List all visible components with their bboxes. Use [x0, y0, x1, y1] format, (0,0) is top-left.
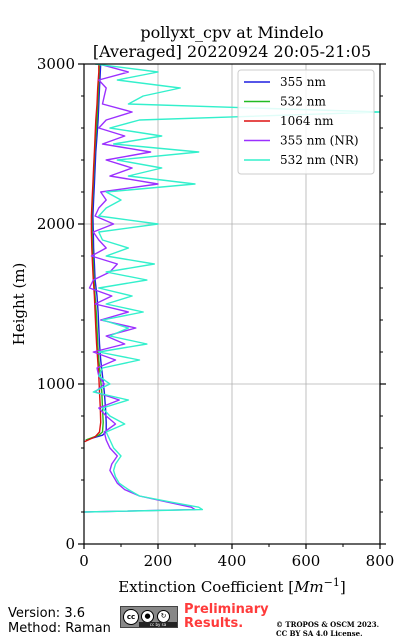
x-tick-label: 200 [144, 552, 173, 570]
y-tick-label: 2000 [37, 215, 75, 233]
axis-ticks [78, 63, 386, 549]
copyright-line1: © TROPOS & OSCM 2023. [276, 620, 380, 629]
series-line [84, 64, 196, 513]
legend-label: 1064 nm [280, 114, 334, 128]
series-line [84, 64, 102, 443]
y-tick-label: 1000 [37, 375, 75, 393]
axis-tick-labels: 0 200 400 600 800 0 1000 2000 3000 [37, 55, 395, 570]
x-axis-label: Extinction Coefficient [Mm−1] [118, 576, 345, 596]
chart-title: pollyxt_cpv at Mindelo [140, 23, 323, 42]
preliminary-line1: Preliminary [184, 602, 269, 617]
plot-series-group [84, 64, 380, 513]
copyright-line2: CC BY SA 4.0 License. [276, 629, 363, 638]
series-line [84, 64, 380, 513]
y-axis-label: Height (m) [10, 263, 28, 346]
copyright-notice: © TROPOS & OSCM 2023. CC BY SA 4.0 Licen… [276, 620, 379, 638]
y-tick-label: 0 [65, 535, 75, 553]
chart-subtitle: [Averaged] 20220924 20:05-21:05 [93, 42, 371, 61]
x-tick-label: 0 [79, 552, 89, 570]
legend-box [237, 69, 375, 175]
x-axis-label-suffix: ] [340, 578, 346, 596]
license-badge-text: cc by sa [139, 622, 177, 627]
series-line [85, 64, 107, 441]
x-tick-label: 800 [366, 552, 395, 570]
x-axis-label-prefix: Extinction Coefficient [ [118, 578, 294, 596]
y-tick-label: 3000 [37, 55, 75, 73]
x-axis-label-unit: Mm [293, 578, 324, 596]
x-tick-label: 400 [218, 552, 247, 570]
legend-label: 532 nm (NR) [280, 153, 359, 167]
extinction-profile-chart: pollyxt_cpv at Mindelo [Averaged] 202209… [10, 23, 395, 596]
method-text: Method: Raman [8, 621, 111, 636]
series-line [85, 64, 104, 441]
footer-info: Version: 3.6 Method: Raman [8, 606, 111, 636]
version-text: Version: 3.6 [8, 606, 85, 621]
x-tick-label: 600 [292, 552, 321, 570]
legend-label: 532 nm [280, 95, 326, 109]
preliminary-line2: Results. [184, 616, 244, 631]
chart-legend: 355 nm 532 nm 1064 nm 355 nm (NR) 532 nm (NR… [237, 69, 375, 175]
cc-icon: cc [123, 609, 139, 625]
legend-label: 355 nm [280, 75, 326, 89]
legend-label: 355 nm (NR) [280, 134, 359, 148]
cc-license-badge: cc ● ↻ cc by sa [120, 606, 178, 628]
x-axis-label-exponent: −1 [324, 576, 340, 589]
preliminary-notice: Preliminary Results. [184, 603, 269, 631]
